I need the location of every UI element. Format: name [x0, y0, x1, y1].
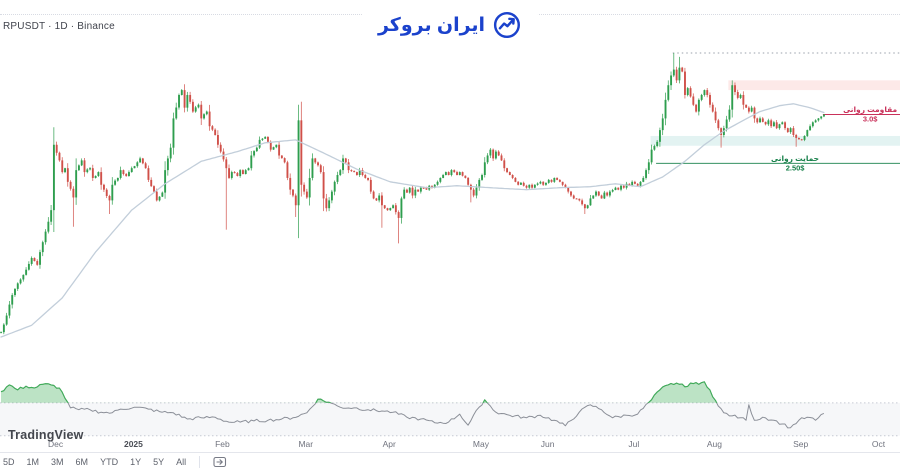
support-value: 2.50$: [786, 163, 806, 172]
support-label: حمایت روانی: [771, 154, 819, 163]
toolbar-divider: [199, 456, 201, 468]
tradingview-watermark[interactable]: TradingView: [8, 428, 84, 442]
date-tick-feb: Feb: [215, 439, 230, 449]
symbol-info[interactable]: RPUSDT · 1D · Binance: [3, 21, 115, 32]
supply-zone: [728, 80, 900, 91]
go-to-date-icon[interactable]: [213, 456, 227, 468]
moving-average-line: [0, 103, 825, 338]
brand-logo: ایران بروکر: [361, 8, 539, 42]
candlesticks: [0, 53, 825, 335]
date-tick-oct: Oct: [871, 439, 886, 449]
range-button-1y[interactable]: 1Y: [130, 456, 142, 467]
oscillator-green-fill: [1, 381, 824, 403]
date-tick-jul: Jul: [628, 439, 640, 449]
date-tick-sep: Sep: [793, 439, 809, 449]
brand-trend-icon: [492, 10, 522, 40]
resistance-value: 3.0$: [863, 115, 878, 124]
date-tick-apr: Apr: [382, 439, 396, 449]
bottom-toolbar: 5D 1M 3M 6M YTD 1Y 5Y All: [0, 452, 900, 471]
date-axis[interactable]: Dec 2025 Feb Mar Apr May Jun Jul Aug Sep Oct: [0, 439, 900, 451]
range-button-all[interactable]: All: [176, 456, 187, 467]
date-tick-aug: Aug: [706, 439, 723, 449]
date-tick-dec: Dec: [48, 439, 64, 449]
date-tick-2025: 2025: [123, 439, 143, 449]
demand-zone: [650, 135, 900, 146]
range-button-6m[interactable]: 6M: [75, 456, 89, 467]
range-button-1m[interactable]: 1M: [26, 456, 40, 467]
range-button-5y[interactable]: 5Y: [153, 456, 165, 467]
date-tick-jun: Jun: [540, 439, 555, 449]
date-tick-may: May: [472, 439, 489, 449]
range-button-ytd[interactable]: YTD: [100, 456, 119, 467]
date-tick-mar: Mar: [298, 439, 314, 449]
range-button-5d[interactable]: 5D: [3, 456, 15, 467]
oscillator-line-above-band: [0, 381, 718, 403]
oscillator-band-shade: [0, 402, 900, 436]
range-button-3m[interactable]: 3M: [51, 456, 64, 467]
resistance-label: مقاومت روانی: [843, 105, 897, 114]
brand-logo-text: ایران بروکر: [377, 14, 486, 36]
